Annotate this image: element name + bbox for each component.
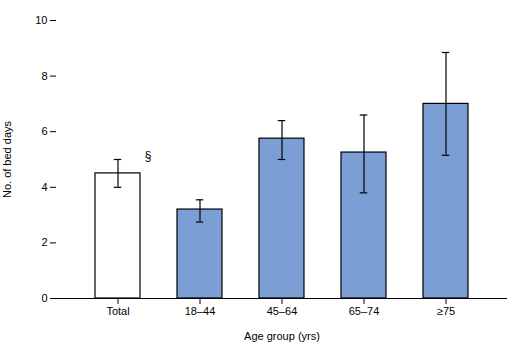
svg-text:45–64: 45–64: [267, 305, 298, 317]
svg-text:2: 2: [41, 236, 47, 248]
svg-text:65–74: 65–74: [349, 305, 380, 317]
svg-text:Total: Total: [106, 305, 129, 317]
svg-text:§: §: [145, 149, 152, 163]
svg-text:10: 10: [35, 14, 47, 26]
svg-text:No. of bed days: No. of bed days: [1, 120, 13, 198]
svg-text:8: 8: [41, 70, 47, 82]
svg-text:≥75: ≥75: [437, 305, 455, 317]
svg-text:Age group (yrs): Age group (yrs): [244, 330, 320, 342]
svg-text:6: 6: [41, 125, 47, 137]
svg-text:4: 4: [41, 181, 47, 193]
svg-text:18–44: 18–44: [185, 305, 216, 317]
svg-text:0: 0: [41, 292, 47, 304]
